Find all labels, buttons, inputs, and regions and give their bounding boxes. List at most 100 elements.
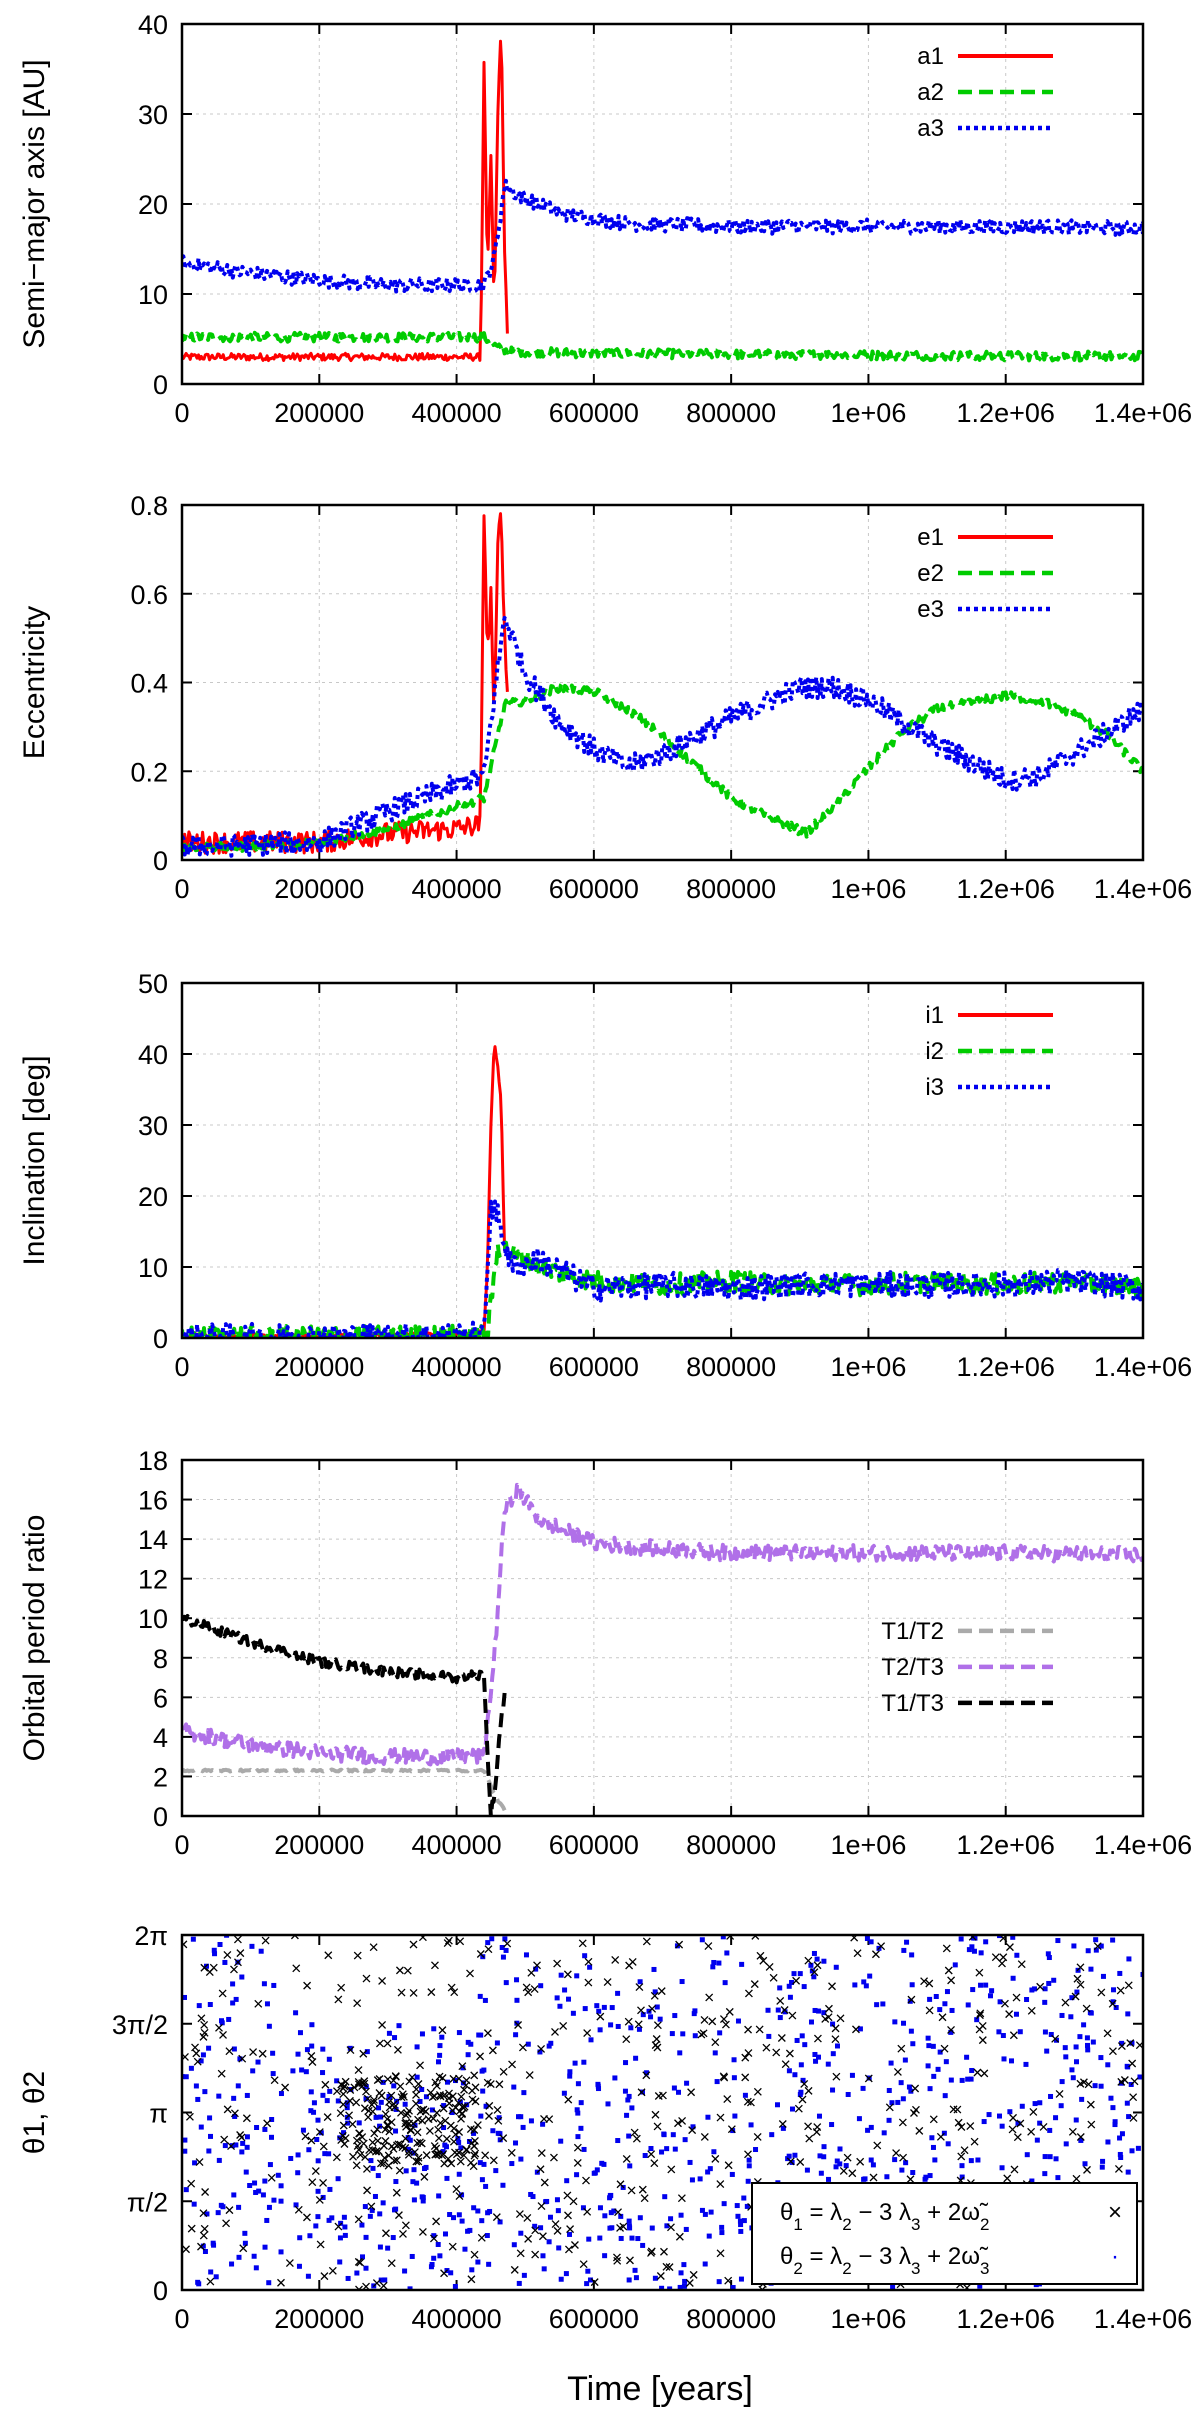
scatter-point-theta1	[778, 2120, 787, 2128]
scatter-point-theta1	[1076, 1980, 1085, 1989]
scatter-point-theta2	[588, 2037, 594, 2043]
scatter-point-theta1	[395, 2166, 404, 2175]
scatter-point-theta1	[444, 2154, 453, 2163]
scatter-point-theta2	[480, 2088, 486, 2094]
scatter-point-theta2	[739, 1961, 745, 1967]
scatter-point-theta2	[845, 2091, 851, 2097]
scatter-point-theta1	[373, 2125, 382, 2134]
scatter-point-theta1	[638, 2185, 647, 2194]
scatter-point-theta2	[518, 2230, 524, 2236]
scatter-point-theta1	[456, 1937, 465, 1946]
scatter-point-theta2	[612, 2075, 618, 2081]
scatter-point-theta2	[958, 1936, 964, 1942]
scatter-point-theta2	[1063, 2054, 1069, 2060]
scatter-point-theta2	[445, 2079, 451, 2085]
scatter-point-theta1	[324, 1951, 333, 1960]
x-tick-label: 1.4e+06	[1094, 398, 1192, 428]
scatter-point-theta1	[1093, 1942, 1102, 1951]
scatter-point-theta1	[454, 2074, 463, 2083]
scatter-point-theta1	[308, 2178, 317, 2187]
x-tick-label: 800000	[686, 1830, 776, 1860]
scatter-point-theta2	[927, 2173, 933, 2179]
scatter-point-theta2	[494, 2040, 500, 2046]
scatter-point-theta1	[404, 2150, 413, 2159]
scatter-point-theta2	[857, 2026, 863, 2032]
scatter-point-theta1	[484, 1945, 493, 1954]
scatter-point-theta2	[303, 2069, 309, 2075]
scatter-point-theta1	[387, 2091, 396, 2100]
scatter-point-theta1	[352, 2161, 361, 2170]
scatter-point-theta2	[217, 1941, 223, 1947]
scatter-point-theta1	[418, 2227, 427, 2236]
scatter-point-theta2	[562, 1987, 568, 1993]
scatter-point-theta1	[230, 1965, 238, 1974]
scatter-point-theta1	[345, 2096, 354, 2105]
scatter-point-theta2	[642, 2153, 648, 2159]
scatter-point-theta2	[511, 2242, 517, 2248]
y-tick-label: 16	[138, 1486, 168, 1516]
scatter-point-theta2	[200, 2052, 206, 2058]
scatter-point-theta1	[1027, 2006, 1036, 2015]
scatter-point-theta1	[564, 2245, 573, 2254]
scatter-point-theta1	[1029, 2107, 1038, 2116]
scatter-point-theta1	[998, 1959, 1006, 1968]
scatter-point-theta2	[541, 2266, 547, 2272]
scatter-point-theta2	[901, 2020, 907, 2026]
scatter-point-theta2	[414, 2180, 420, 2186]
scatter-point-theta2	[903, 2160, 909, 2166]
scatter-point-theta2	[1084, 2035, 1090, 2041]
scatter-point-theta2	[664, 2223, 670, 2229]
scatter-point-theta2	[229, 2261, 235, 2267]
scatter-point-theta1	[622, 2154, 631, 2163]
scatter-point-theta1	[667, 2165, 676, 2174]
scatter-point-theta2	[640, 2012, 646, 2018]
scatter-point-theta1	[642, 1937, 651, 1946]
scatter-point-theta2	[493, 2168, 499, 2174]
scatter-point-theta2	[558, 1972, 564, 1978]
scatter-point-theta1	[362, 2164, 371, 2173]
scatter-point-theta2	[769, 2132, 775, 2138]
scatter-point-theta1	[307, 2136, 316, 2145]
scatter-point-theta2	[1024, 2152, 1030, 2158]
scatter-point-theta2	[482, 1997, 488, 2003]
scatter-point-theta2	[1046, 1955, 1052, 1961]
scatter-point-theta2	[837, 2161, 843, 2167]
scatter-point-theta2	[668, 2216, 674, 2222]
scatter-point-theta1	[898, 2118, 907, 2127]
scatter-point-theta1	[381, 2229, 390, 2238]
panel-2: 0 200000 400000 600000 800000 1e+06 1.2e+06 1.4…	[18, 491, 1192, 904]
scatter-point-theta1	[810, 1968, 819, 1977]
scatter-point-theta2	[561, 2090, 567, 2096]
scatter-point-theta1	[769, 1973, 778, 1982]
scatter-point-theta1	[551, 2028, 559, 2036]
scatter-point-theta1	[409, 1940, 418, 1949]
scatter-point-theta1	[315, 2195, 324, 2204]
scatter-point-theta2	[382, 2277, 388, 2283]
scatter-point-theta1	[362, 2087, 370, 2096]
scatter-point-theta2	[500, 1954, 506, 1960]
scatter-point-theta1	[225, 2206, 234, 2215]
scatter-point-theta2	[251, 2253, 257, 2259]
scatter-point-theta1	[724, 2276, 733, 2285]
scatter-point-theta2	[256, 2188, 262, 2194]
scatter-point-theta1	[630, 2128, 639, 2137]
scatter-point-theta2	[207, 2115, 213, 2121]
y-tick-label: 0	[153, 846, 168, 876]
scatter-point-theta2	[874, 2002, 880, 2008]
scatter-point-theta2	[428, 2264, 434, 2270]
scatter-point-theta1	[851, 2025, 860, 2034]
scatter-point-theta1	[583, 2207, 592, 2216]
x-tick-label: 200000	[274, 874, 364, 904]
scatter-point-theta2	[691, 2011, 697, 2017]
scatter-point-theta2	[1029, 1987, 1035, 1993]
scatter-point-theta2	[417, 2098, 423, 2104]
scatter-point-theta1	[1003, 2174, 1012, 2183]
scatter-point-theta1	[978, 2036, 987, 2045]
scatter-point-theta1	[222, 2219, 231, 2228]
scatter-point-theta1	[942, 1944, 951, 1953]
scatter-point-theta2	[490, 2128, 496, 2134]
scatter-point-theta2	[792, 2072, 798, 2078]
scatter-point-theta1	[476, 1950, 485, 1958]
scatter-point-theta2	[730, 2285, 736, 2290]
